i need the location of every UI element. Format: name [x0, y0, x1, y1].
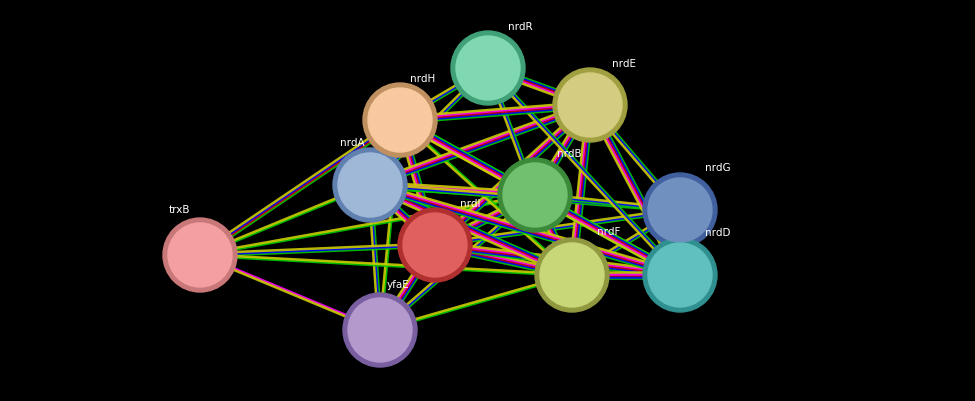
Text: nrdG: nrdG	[705, 163, 730, 173]
Text: yfaE: yfaE	[387, 280, 410, 290]
Circle shape	[338, 153, 402, 217]
Text: nrdI: nrdI	[460, 199, 481, 209]
Circle shape	[363, 83, 437, 157]
Text: nrdA: nrdA	[340, 138, 365, 148]
Text: nrdF: nrdF	[597, 227, 620, 237]
Circle shape	[348, 298, 412, 362]
Text: nrdH: nrdH	[410, 74, 435, 84]
Circle shape	[398, 208, 472, 282]
Circle shape	[333, 148, 407, 222]
Circle shape	[648, 243, 712, 307]
Circle shape	[643, 238, 717, 312]
Circle shape	[643, 173, 717, 247]
Text: nrdR: nrdR	[508, 22, 532, 32]
Circle shape	[368, 88, 432, 152]
Circle shape	[648, 178, 712, 242]
Circle shape	[403, 213, 467, 277]
Circle shape	[503, 163, 567, 227]
Circle shape	[553, 68, 627, 142]
Circle shape	[343, 293, 417, 367]
Circle shape	[451, 31, 525, 105]
Text: nrdB: nrdB	[557, 149, 582, 159]
Circle shape	[540, 243, 604, 307]
Circle shape	[558, 73, 622, 137]
Text: nrdD: nrdD	[705, 228, 730, 238]
Circle shape	[163, 218, 237, 292]
Circle shape	[168, 223, 232, 287]
Circle shape	[498, 158, 572, 232]
Circle shape	[535, 238, 609, 312]
Text: nrdE: nrdE	[612, 59, 636, 69]
Text: trxB: trxB	[169, 205, 190, 215]
Circle shape	[456, 36, 520, 100]
